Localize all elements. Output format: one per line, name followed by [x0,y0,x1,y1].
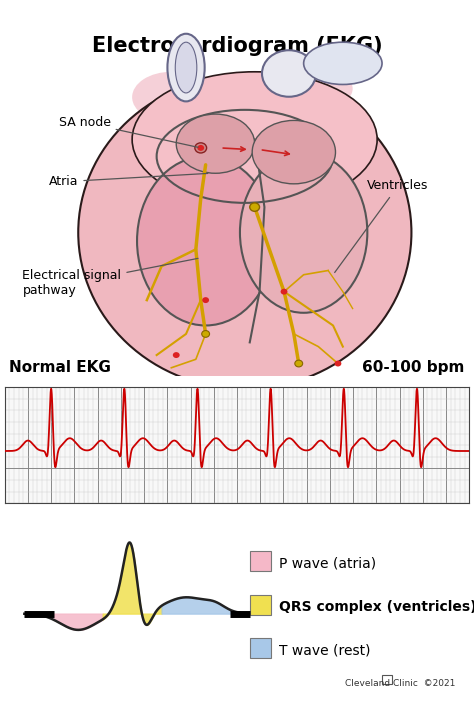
Circle shape [335,361,341,366]
Ellipse shape [78,76,411,389]
Circle shape [197,145,204,151]
Text: T wave (rest): T wave (rest) [279,644,371,658]
Ellipse shape [304,42,382,84]
Bar [250,638,271,658]
Circle shape [250,203,260,211]
Circle shape [195,143,207,153]
Bar [250,551,271,571]
Text: Cleveland Clinic  ©2021: Cleveland Clinic ©2021 [345,679,456,688]
Ellipse shape [264,65,353,112]
Circle shape [281,289,287,295]
Ellipse shape [176,114,255,173]
Text: Electrical signal
pathway: Electrical signal pathway [22,258,198,297]
Text: Electrocardiogram (EKG): Electrocardiogram (EKG) [91,37,383,56]
Bar [382,675,392,684]
Bar [250,595,271,614]
Circle shape [202,331,210,337]
Ellipse shape [122,216,181,283]
Text: 60-100 bpm: 60-100 bpm [362,360,465,376]
Circle shape [295,360,303,367]
Ellipse shape [175,42,197,93]
Text: SA node: SA node [59,116,198,147]
Ellipse shape [306,226,370,289]
Ellipse shape [240,152,367,313]
Ellipse shape [167,34,205,101]
Circle shape [202,297,209,303]
Circle shape [173,352,180,358]
Ellipse shape [252,121,336,184]
Text: QRS complex (ventricles): QRS complex (ventricles) [279,600,474,614]
Ellipse shape [132,72,210,123]
Text: Ventricles: Ventricles [335,180,428,272]
Text: Atria: Atria [49,173,208,188]
Ellipse shape [137,157,274,326]
Text: P wave (atria): P wave (atria) [279,557,376,571]
Text: Normal EKG: Normal EKG [9,360,111,376]
Ellipse shape [262,51,316,97]
Ellipse shape [132,72,377,207]
